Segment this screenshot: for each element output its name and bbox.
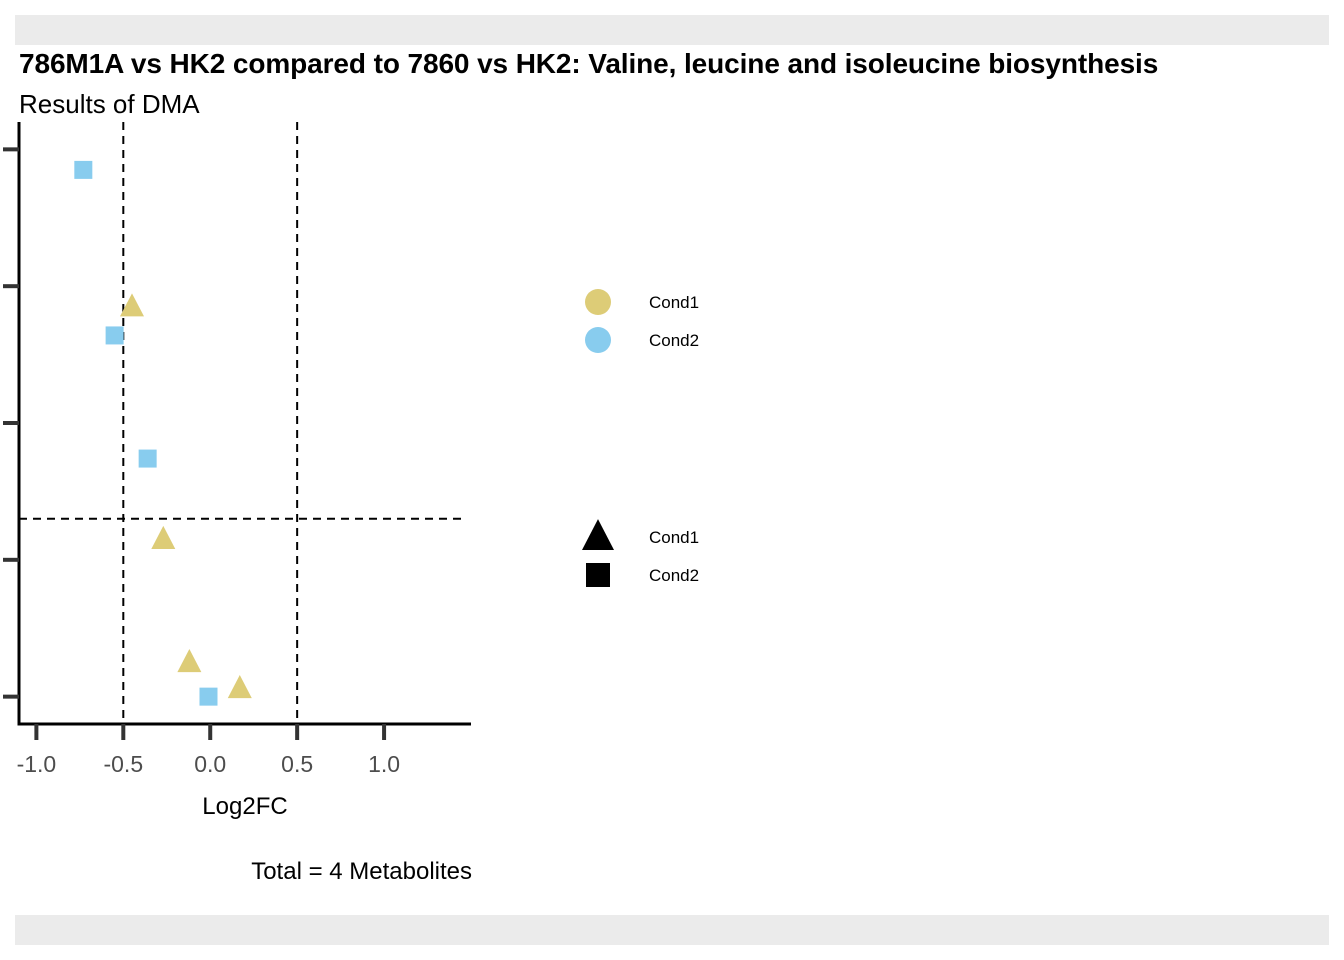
x-axis-title: Log2FC bbox=[202, 793, 287, 820]
data-point-cond1 bbox=[120, 293, 144, 317]
data-point-cond1 bbox=[227, 675, 252, 699]
data-point-cond1 bbox=[177, 649, 202, 673]
x-tick-label: 1.0 bbox=[368, 751, 400, 777]
legend-shape-key bbox=[586, 563, 610, 587]
data-point-cond2 bbox=[138, 449, 157, 468]
x-tick-label: 0.0 bbox=[194, 751, 226, 777]
legend-color-key bbox=[585, 289, 611, 315]
chart-title: 786M1A vs HK2 compared to 7860 vs HK2: V… bbox=[19, 48, 1159, 79]
data-point-cond2 bbox=[105, 326, 124, 345]
x-tick-label: -1.0 bbox=[17, 751, 57, 777]
legend-color-label: Cond1 bbox=[649, 293, 699, 312]
legend-shape-label: Cond1 bbox=[649, 528, 699, 547]
legend-color-label: Cond2 bbox=[649, 331, 699, 350]
data-point-cond2 bbox=[74, 160, 93, 179]
chart-subtitle: Results of DMA bbox=[19, 89, 200, 119]
data-point-cond1 bbox=[151, 525, 176, 550]
bottom-strip bbox=[15, 915, 1329, 945]
legend-shape-label: Cond2 bbox=[649, 566, 699, 585]
chart-caption: Total = 4 Metabolites bbox=[251, 858, 472, 885]
top-strip bbox=[15, 15, 1329, 45]
x-tick-label: -0.5 bbox=[103, 751, 143, 777]
legend-color-key bbox=[585, 327, 611, 353]
legend-shape-key bbox=[582, 519, 614, 550]
data-point-cond2 bbox=[199, 687, 218, 706]
x-tick-label: 0.5 bbox=[281, 751, 313, 777]
